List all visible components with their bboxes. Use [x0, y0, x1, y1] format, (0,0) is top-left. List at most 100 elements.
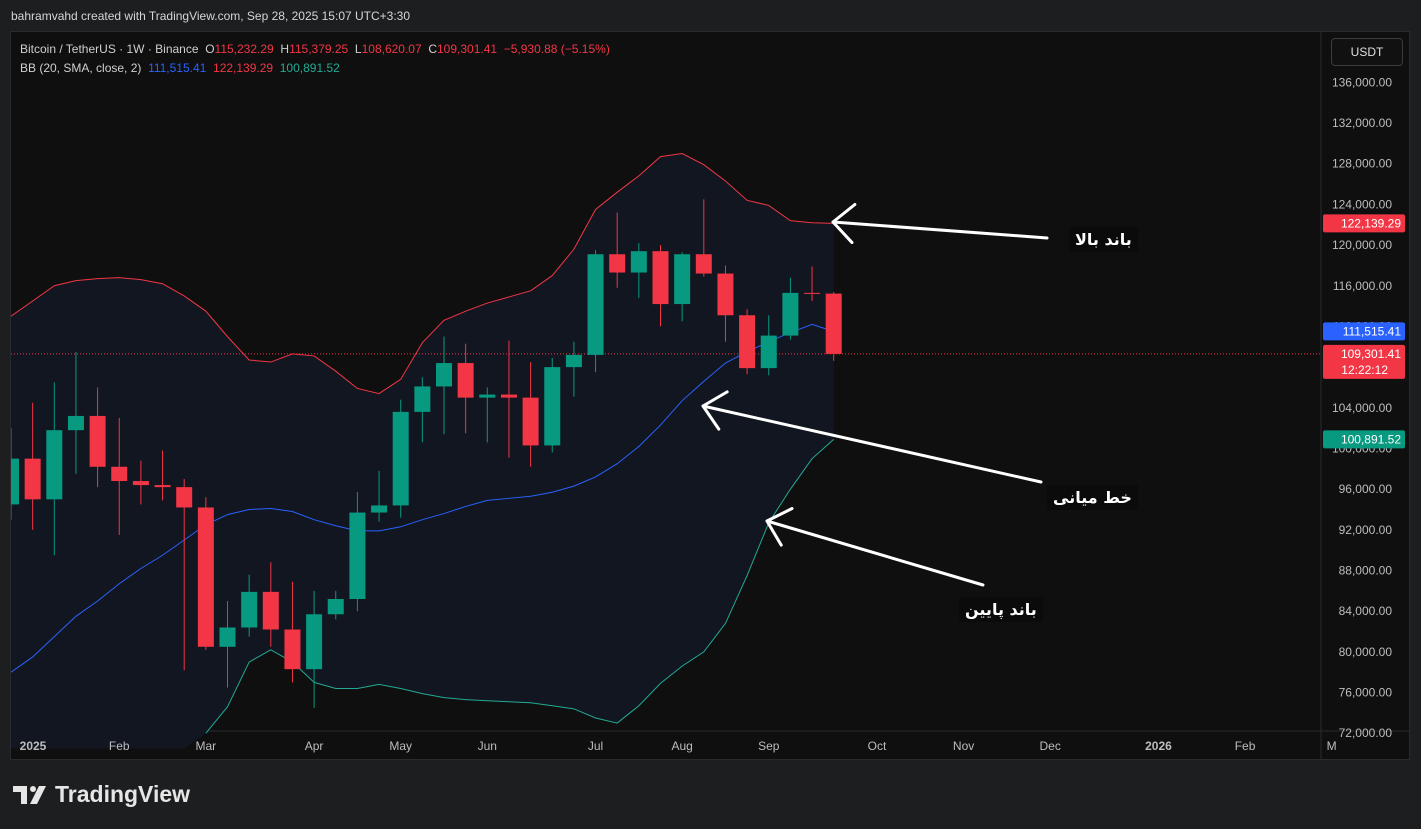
chart-svg[interactable]: 72,000.00 76,000.00 80,000.00 84,000.00 88,0… [11, 32, 1410, 760]
candle-body [46, 430, 63, 500]
candle-body [782, 292, 799, 336]
candle-body [717, 273, 734, 316]
tradingview-wordmark: TradingView [55, 781, 191, 807]
x-tick-label: Apr [305, 739, 324, 753]
x-tick-label: Oct [868, 739, 887, 753]
x-tick-label: Dec [1040, 739, 1061, 753]
arrow-lower-band [765, 519, 985, 587]
annotation-middle-line: خط میانی [1047, 485, 1138, 510]
candle-body [154, 485, 171, 488]
candle-body [804, 292, 821, 294]
candle-body [24, 458, 41, 500]
y-tick-label: 92,000.00 [1339, 523, 1393, 537]
x-tick-label: Jun [478, 739, 497, 753]
price-tag-last-countdown: 12:22:12 [1341, 363, 1388, 377]
candle-body [609, 254, 626, 273]
x-tick-label: Nov [953, 739, 974, 753]
candle-body [197, 507, 214, 647]
candle-body [630, 251, 647, 273]
y-tick-label: 104,000.00 [1332, 401, 1392, 415]
price-tag-lower: 100,891.52 [1341, 432, 1401, 446]
legend-change: −5,930.88 (−5.15%) [503, 42, 610, 56]
legend-l-label: L [354, 42, 362, 56]
x-tick-label: 2026 [1145, 739, 1172, 753]
candle-body [436, 363, 452, 387]
candle-body [306, 614, 323, 670]
price-tag-lower-bg [1323, 430, 1405, 449]
x-tick-label: 2025 [20, 739, 47, 753]
price-tag-upper-bg [1323, 214, 1405, 233]
arrow-upper-band-head [831, 202, 857, 245]
candle-body [587, 254, 604, 355]
y-tick-label: 80,000.00 [1339, 645, 1393, 659]
price-tag-upper: 122,139.29 [1341, 216, 1401, 230]
legend-ohlc-row: Bitcoin / TetherUS · 1W · Binance O115,2… [20, 40, 610, 59]
legend-bb-mid: 111,515.41 [148, 61, 207, 75]
y-tick-label: 84,000.00 [1339, 604, 1393, 618]
legend-symbol[interactable]: Bitcoin / TetherUS · 1W · Binance [20, 42, 199, 56]
y-tick-label: 124,000.00 [1332, 197, 1392, 211]
legend-bb-upper: 122,139.29 [213, 61, 274, 75]
price-tag-last-bg [1323, 344, 1405, 379]
x-tick-label: Jul [588, 739, 603, 753]
bb-mid-line [11, 323, 834, 673]
chart-header: bahramvahd created with TradingView.com,… [11, 9, 411, 23]
candle-body [457, 363, 474, 398]
candle-body [262, 591, 279, 630]
currency-selector[interactable]: USDT [1331, 38, 1403, 66]
y-tick-label: 116,000.00 [1333, 279, 1392, 293]
tradingview-logo[interactable]: TradingView [13, 781, 190, 808]
candle-body [89, 415, 106, 467]
y-tick-label: 88,000.00 [1339, 564, 1393, 578]
candle-body [479, 394, 496, 398]
x-tick-label: Mar [196, 739, 217, 753]
x-tick-label: Feb [109, 739, 130, 753]
x-tick-label: M [1327, 739, 1337, 753]
candle-body [371, 505, 388, 513]
candle-body [739, 315, 756, 369]
legend-bb-lower: 100,891.52 [279, 61, 340, 75]
price-tag-middle: 111,515.41 [1343, 324, 1402, 338]
candle-body [327, 598, 344, 615]
legend-c-label: C [428, 42, 437, 56]
y-tick-label: 120,000.00 [1332, 238, 1392, 252]
arrow-middle-line-head [701, 390, 729, 431]
legend-close: 109,301.41 [437, 42, 498, 56]
candle-body [392, 411, 409, 506]
arrow-upper-band [831, 220, 1049, 240]
candle-body [241, 591, 258, 628]
bb-upper-line [11, 153, 834, 395]
arrow-lower-band-head [765, 507, 794, 547]
candle-body [67, 415, 84, 431]
chart-area[interactable]: 72,000.00 76,000.00 80,000.00 84,000.00 88,0… [10, 31, 1410, 760]
candle-body [674, 254, 691, 305]
legend-o-label: O [205, 42, 215, 56]
legend-bb-row: BB (20, SMA, close, 2) 111,515.41 122,13… [20, 59, 610, 78]
annotation-upper-band: باند بالا [1069, 227, 1138, 252]
candle-body [565, 354, 582, 368]
x-tick-label: Aug [671, 739, 692, 753]
annotation-lower-band: باند پایین [959, 597, 1043, 622]
candle-body [500, 394, 517, 398]
arrow-middle-line [701, 404, 1043, 484]
legend-high: 115,379.25 [289, 42, 349, 56]
candle-body [132, 481, 149, 486]
y-tick-label: 96,000.00 [1339, 482, 1393, 496]
y-tick-label: 128,000.00 [1332, 157, 1392, 171]
x-tick-label: May [389, 739, 412, 753]
candle-body [652, 251, 669, 305]
chart-legend: Bitcoin / TetherUS · 1W · Binance O115,2… [20, 40, 610, 78]
y-tick-label: 132,000.00 [1332, 116, 1392, 130]
y-tick-label: 76,000.00 [1339, 686, 1393, 700]
candle-body [349, 512, 366, 599]
y-tick-label: 72,000.00 [1339, 726, 1393, 740]
x-tick-label: Feb [1235, 739, 1256, 753]
candle-body [760, 335, 777, 369]
price-tag-last: 109,301.41 [1341, 347, 1401, 361]
legend-bb-label[interactable]: BB (20, SMA, close, 2) [20, 61, 142, 75]
bb-lower-line [205, 439, 835, 734]
candle-body [219, 627, 236, 647]
candle-body [695, 254, 712, 274]
tradingview-logo-icon [13, 785, 46, 804]
candle-body [522, 397, 539, 446]
